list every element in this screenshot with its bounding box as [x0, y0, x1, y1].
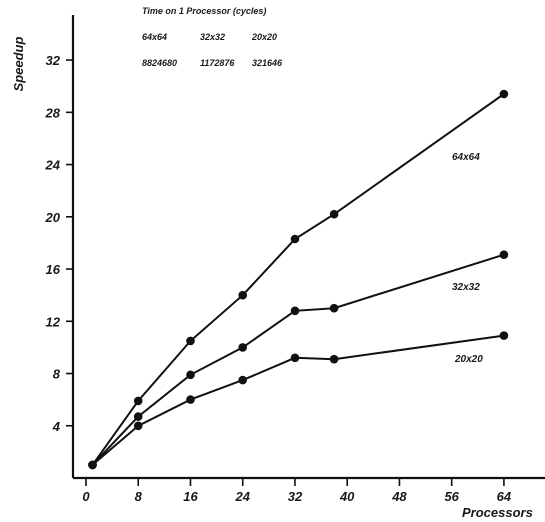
series-label-32: 32x32 [452, 282, 480, 293]
info-heading: Time on 1 Processor (cycles) [142, 6, 266, 16]
info-cycles-64: 8824680 [142, 58, 177, 68]
data-point-32x32-3 [238, 343, 247, 352]
data-point-20x20-6 [500, 331, 509, 340]
x-tick-label-56: 56 [444, 489, 459, 504]
x-tick-label-40: 40 [339, 489, 355, 504]
x-tick-label-0: 0 [82, 489, 90, 504]
series-label-64: 64x64 [452, 152, 480, 163]
data-point-64x64-1 [134, 397, 143, 406]
info-cycles-32: 1172876 [200, 58, 235, 68]
x-tick-label-8: 8 [135, 489, 143, 504]
data-point-32x32-1 [134, 412, 143, 421]
x-tick-label-48: 48 [391, 489, 407, 504]
info-size-64: 64x64 [142, 32, 167, 42]
series-line-64x64 [93, 94, 504, 465]
y-axis-title: Speedup [11, 36, 26, 91]
y-tick-label-24: 24 [45, 158, 61, 173]
series-label-20: 20x20 [454, 354, 483, 365]
data-point-20x20-1 [134, 422, 143, 431]
y-tick-label-28: 28 [45, 105, 61, 120]
series-layer [88, 90, 508, 470]
x-axis-title: Processors [462, 505, 533, 520]
info-cycles-20: 321646 [252, 58, 283, 68]
data-point-20x20-0 [88, 461, 97, 470]
y-tick-label-12: 12 [46, 314, 61, 329]
data-point-20x20-3 [238, 376, 247, 385]
y-tick-label-8: 8 [53, 367, 61, 382]
data-point-20x20-4 [291, 354, 300, 363]
data-point-64x64-5 [330, 210, 339, 219]
data-point-32x32-2 [186, 371, 195, 380]
data-point-64x64-6 [500, 90, 509, 99]
x-tick-label-64: 64 [497, 489, 512, 504]
data-point-32x32-5 [330, 304, 339, 313]
data-point-64x64-4 [291, 235, 300, 244]
data-point-32x32-4 [291, 307, 300, 316]
info-size-20: 20x20 [251, 32, 277, 42]
y-tick-label-4: 4 [52, 419, 61, 434]
y-tick-label-20: 20 [45, 210, 61, 225]
x-tick-label-32: 32 [288, 489, 303, 504]
x-tick-label-16: 16 [183, 489, 198, 504]
data-point-64x64-2 [186, 337, 195, 346]
data-point-32x32-6 [500, 250, 509, 259]
info-size-32: 32x32 [200, 32, 225, 42]
y-tick-label-16: 16 [46, 262, 61, 277]
x-tick-label-24: 24 [234, 489, 250, 504]
data-point-20x20-5 [330, 355, 339, 364]
data-point-20x20-2 [186, 395, 195, 404]
y-tick-label-32: 32 [46, 53, 61, 68]
data-point-64x64-3 [238, 291, 247, 300]
